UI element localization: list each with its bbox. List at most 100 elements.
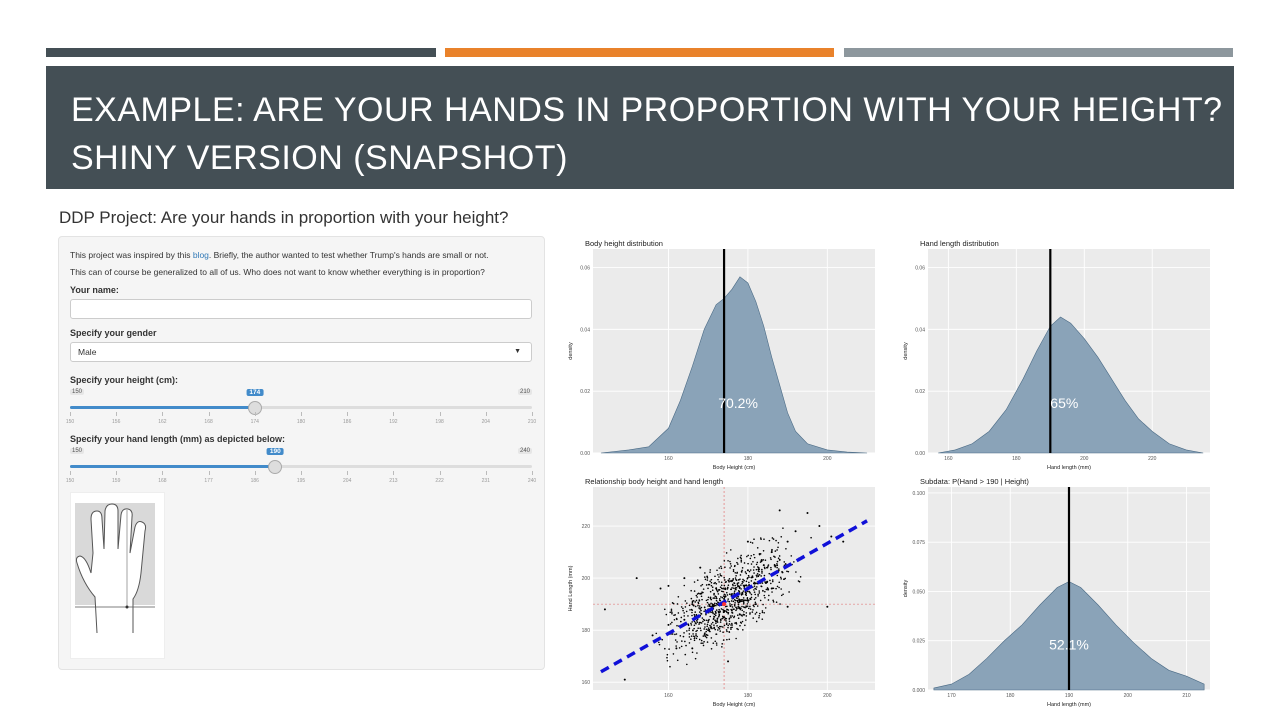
percentage-annotation: 52.1% — [1049, 636, 1089, 652]
data-point — [762, 559, 765, 561]
data-point — [731, 624, 734, 626]
data-point — [670, 608, 673, 611]
data-point — [736, 607, 738, 609]
data-point — [705, 628, 708, 631]
hand-slider-tick-label: 186 — [250, 478, 259, 484]
data-point — [700, 606, 703, 609]
data-point — [704, 572, 706, 574]
data-point — [691, 614, 693, 617]
data-point — [691, 600, 694, 603]
data-point — [740, 554, 742, 557]
height-slider-track[interactable] — [70, 406, 532, 409]
data-point — [710, 623, 713, 625]
data-point — [786, 540, 789, 543]
height-slider[interactable]: 150 210 174 150 156 162 168 174 180 186 192 198 204 2… — [66, 389, 536, 435]
data-point — [675, 647, 678, 650]
data-point — [669, 623, 672, 625]
data-point — [734, 588, 737, 590]
data-point — [764, 596, 766, 599]
name-input[interactable] — [70, 299, 532, 319]
data-point — [666, 656, 668, 659]
gender-select[interactable]: Male ▼ — [70, 342, 532, 362]
data-point — [721, 596, 724, 599]
blog-link[interactable]: blog — [192, 250, 209, 260]
data-point — [697, 604, 699, 607]
data-point — [729, 605, 732, 608]
data-point — [731, 580, 733, 583]
data-point — [768, 539, 771, 542]
data-point — [771, 580, 774, 583]
data-point — [746, 577, 749, 580]
data-point — [693, 627, 695, 630]
data-point — [730, 626, 732, 629]
data-point — [684, 640, 686, 643]
data-point — [709, 580, 711, 582]
data-point — [758, 615, 761, 617]
data-point — [785, 547, 787, 550]
data-point — [747, 562, 749, 565]
data-point — [758, 592, 761, 594]
data-point — [761, 568, 763, 571]
data-point — [691, 651, 694, 654]
data-point — [700, 612, 702, 615]
height-slider-tick-label: 210 — [527, 419, 537, 425]
data-point — [776, 585, 779, 588]
data-point — [715, 622, 717, 625]
data-point — [706, 625, 708, 628]
data-point — [744, 593, 747, 596]
chart-title: Hand length distribution — [920, 239, 999, 248]
data-point — [716, 625, 718, 627]
data-point — [683, 584, 686, 587]
chart-title: Relationship body height and hand length — [585, 477, 723, 486]
data-point — [664, 647, 666, 650]
height-slider-fill — [70, 406, 255, 409]
data-point — [695, 630, 697, 633]
data-point — [713, 616, 716, 618]
data-point — [694, 611, 697, 613]
data-point — [766, 581, 768, 584]
data-point — [723, 560, 726, 562]
data-point — [727, 559, 729, 562]
hand-slider[interactable]: 150 240 190 150 159 168 177 186 195 204 213 222 231 2… — [66, 448, 536, 494]
data-point — [758, 590, 761, 592]
data-point — [748, 570, 751, 573]
data-point — [715, 596, 718, 598]
hand-slider-handle[interactable] — [268, 460, 283, 474]
data-point — [758, 574, 761, 576]
data-point — [751, 611, 754, 613]
data-point — [751, 542, 754, 544]
data-point — [723, 597, 726, 600]
data-point — [603, 608, 606, 611]
height-slider-tick — [485, 412, 487, 416]
y-axis-label: density — [903, 580, 909, 598]
chart-title: Body height distribution — [585, 239, 663, 248]
data-point — [700, 629, 702, 632]
hand-slider-track[interactable] — [70, 465, 532, 468]
data-point — [759, 561, 762, 563]
gender-select-value: Male — [78, 347, 97, 357]
data-point — [759, 553, 762, 555]
data-point — [780, 535, 783, 538]
data-point — [741, 593, 744, 595]
data-point — [692, 629, 694, 631]
data-point — [720, 596, 722, 598]
data-point — [710, 584, 713, 587]
data-point — [772, 601, 775, 603]
data-point — [758, 566, 760, 569]
data-point — [753, 605, 755, 608]
data-point — [740, 622, 743, 624]
data-point — [737, 585, 740, 587]
data-point — [713, 605, 715, 608]
data-point — [693, 639, 696, 642]
data-point — [696, 621, 699, 624]
hand-length-plot: Hand length distribution 160 180 200 220 0.00… — [900, 237, 1215, 473]
data-point — [720, 584, 723, 587]
data-point — [784, 563, 787, 565]
data-point — [725, 620, 727, 622]
data-point — [728, 638, 731, 641]
data-point — [733, 582, 736, 585]
data-point — [784, 577, 787, 580]
data-point — [742, 578, 744, 581]
hand-measurement-image — [70, 492, 165, 659]
data-point — [737, 601, 740, 604]
